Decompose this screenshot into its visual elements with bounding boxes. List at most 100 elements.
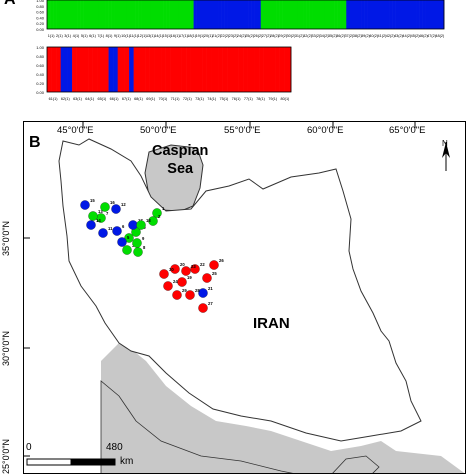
bottom-plot-x-label: 74(1) (207, 97, 217, 101)
top-plot-bar (62, 0, 66, 29)
top-plot-bar (389, 0, 393, 29)
top-plot-x-label: 23(2) (229, 34, 239, 38)
top-plot-bar (218, 0, 222, 29)
site-label-27: 27 (208, 301, 213, 306)
bottom-plot-bar (156, 47, 160, 92)
site-marker-6 (112, 226, 122, 236)
site-marker-26 (209, 260, 219, 270)
scale-label-zero: 0 (26, 442, 32, 453)
top-plot-x-label: 42(2) (386, 34, 396, 38)
caspian-label-line1: Caspian (152, 143, 209, 159)
top-plot-x-label: 40(2) (369, 34, 379, 38)
top-plot-bar (117, 0, 121, 29)
top-plot-bar (404, 0, 408, 29)
bottom-plot-bar (110, 47, 114, 92)
top-plot-bar (196, 0, 200, 29)
site-label-23: 23 (191, 264, 196, 269)
scale-label-480: 480 (106, 442, 123, 453)
site-marker-28 (185, 290, 195, 300)
site-label-7: 7 (106, 211, 109, 216)
top-plot-x-label: 41(2) (378, 34, 388, 38)
top-plot-bar (401, 0, 405, 29)
site-marker-2 (148, 216, 158, 226)
site-label-20: 20 (180, 262, 185, 267)
lon-tick-50: 50°0'0"E (140, 125, 177, 136)
bottom-plot-x-label: 69(1) (146, 97, 156, 101)
top-plot-bar (181, 0, 185, 29)
site-label-2: 2 (158, 214, 161, 219)
site-label-25: 25 (212, 271, 217, 276)
site-label-6: 6 (122, 224, 125, 229)
top-plot-bar (306, 0, 310, 29)
top-plot-bar (379, 0, 384, 29)
top-plot-bar (263, 0, 268, 29)
top-plot-bar (221, 0, 225, 29)
bottom-plot-x-label: 68(1) (134, 97, 144, 101)
top-plot-y-tick: 0.00 (36, 27, 45, 32)
top-plot-bar (242, 0, 246, 29)
top-plot-bar (83, 0, 87, 29)
bottom-plot-bar (58, 47, 61, 92)
north-label: N (442, 139, 448, 148)
top-plot-bar (361, 0, 365, 29)
site-label-5: 5 (127, 235, 130, 240)
bottom-plot-bar (227, 47, 230, 92)
bottom-plot-bar (222, 47, 226, 92)
top-plot-x-label: 9(1) (114, 34, 121, 38)
bottom-plot-bar (261, 47, 264, 92)
panel-a-structure-plot: A 1.000.800.600.400.200.001(1)2(1)3(1)4(… (0, 0, 474, 115)
site-marker-19 (177, 277, 187, 287)
top-plot-x-label: 31(2) (295, 34, 305, 38)
bottom-plot-x-label: 67(1) (122, 97, 132, 101)
top-plot-x-label: 16(1) (171, 34, 181, 38)
bottom-plot-x-label: 77(1) (244, 97, 254, 101)
top-plot-bar (214, 0, 219, 29)
lon-tick-60: 60°0'0"E (307, 125, 344, 136)
bottom-plot-bar (108, 47, 112, 92)
bottom-plot-bar (104, 47, 107, 92)
top-plot-bar (59, 0, 63, 29)
bottom-plot-bar (238, 47, 242, 92)
bottom-plot-bar (149, 47, 153, 92)
bottom-plot-bar (47, 47, 50, 92)
top-plot-x-label: 5(1) (81, 34, 88, 38)
top-plot-bar (346, 0, 350, 29)
top-plot-bar (324, 0, 329, 29)
bottom-plot-bar (186, 47, 189, 92)
bottom-plot-bar (49, 47, 52, 92)
top-plot-x-label: 27(2) (262, 34, 272, 38)
bottom-plot-bar (231, 47, 235, 92)
top-plot-bar (358, 0, 362, 29)
lon-tick-45: 45°0'0"E (57, 125, 94, 136)
top-plot-bar (425, 0, 430, 29)
top-plot-bar (89, 0, 94, 29)
bottom-plot-bar (275, 47, 278, 92)
top-plot-bar (282, 0, 286, 29)
caspian-sea-label: Caspian Sea (152, 142, 208, 178)
site-marker-8 (133, 247, 143, 257)
bottom-plot-bar (286, 47, 290, 92)
top-plot-x-label: 17(1) (179, 34, 189, 38)
bottom-plot-x-label: 70(1) (158, 97, 168, 101)
top-plot-bar (285, 0, 289, 29)
top-plot-bar (184, 0, 188, 29)
site-marker-24 (163, 281, 173, 291)
site-label-22: 22 (200, 262, 205, 267)
site-marker-20 (170, 264, 180, 274)
top-plot-x-label: 47(2) (427, 34, 437, 38)
bottom-plot-bar (161, 47, 164, 92)
bottom-plot-bar (119, 47, 123, 92)
top-plot-bar (254, 0, 259, 29)
bottom-plot-bar (83, 47, 87, 92)
lat-tick-30: 30°0'0"N (1, 330, 11, 366)
bottom-plot-bar (197, 47, 201, 92)
top-plot-x-label: 37(2) (344, 34, 354, 38)
bottom-plot-x-label: 62(1) (61, 97, 71, 101)
bottom-plot-bar (247, 47, 251, 92)
top-plot-y-tick: 1.00 (36, 0, 45, 3)
bottom-plot-y-tick: 0.20 (36, 81, 45, 86)
bottom-plot-x-label: 79(1) (268, 97, 278, 101)
bottom-plot-bar (272, 47, 276, 92)
top-plot-bar (266, 0, 271, 29)
top-plot-bar (92, 0, 97, 29)
